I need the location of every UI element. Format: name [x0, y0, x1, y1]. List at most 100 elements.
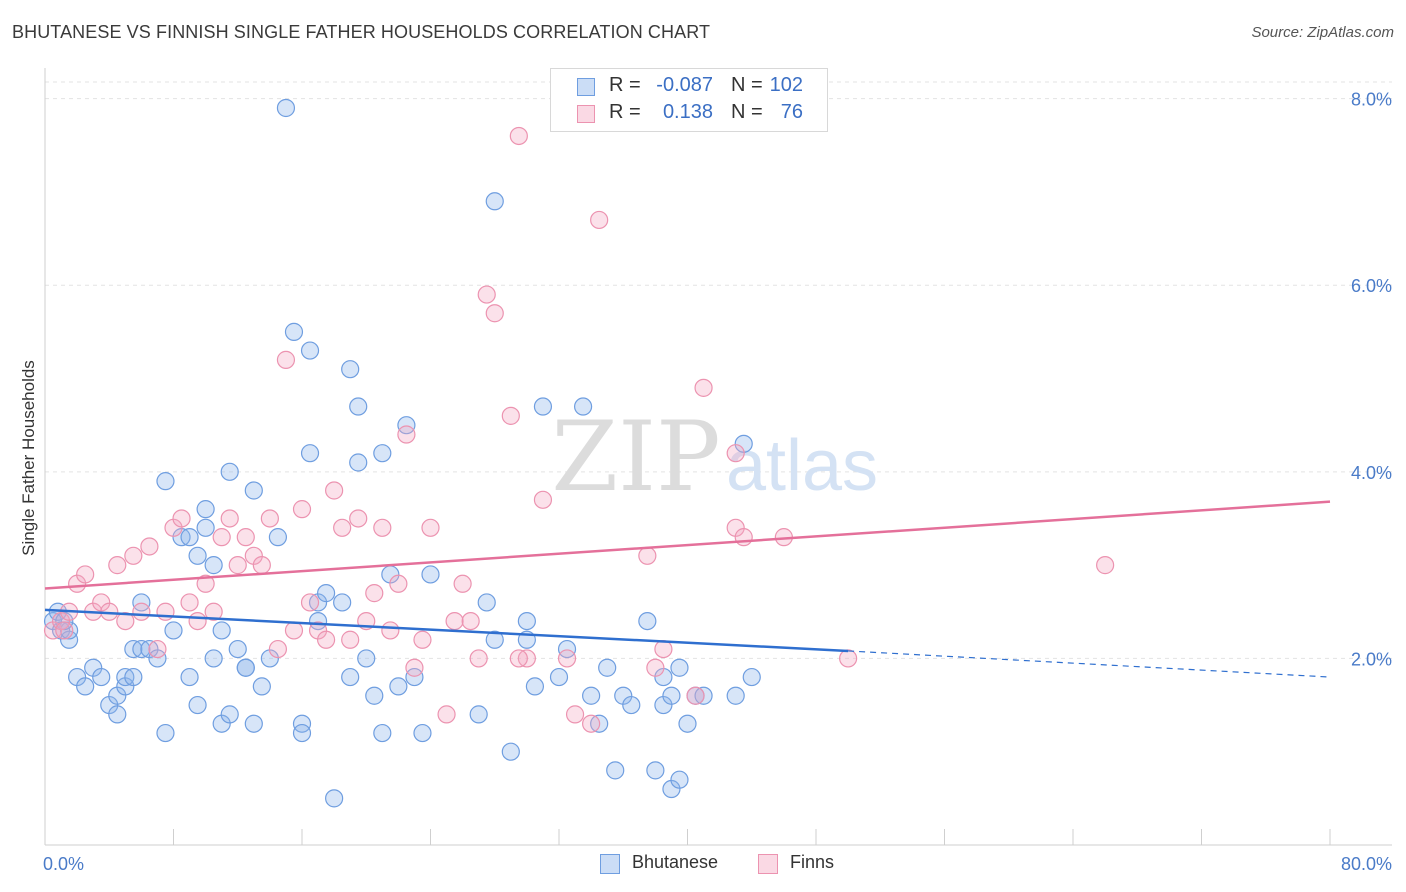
- finns-point: [557, 649, 577, 668]
- finns-point: [316, 630, 336, 649]
- bhutanese-point: [132, 593, 151, 612]
- x-tick-label: 80.0%: [1341, 854, 1392, 874]
- bhutanese-trend-line: [44, 608, 849, 653]
- r-value: 0.138: [662, 101, 713, 123]
- finns-point: [694, 378, 713, 397]
- bhutanese-point: [156, 723, 175, 743]
- n-label: N =: [731, 101, 763, 123]
- finns-point: [116, 611, 135, 631]
- bhutanese-point: [276, 98, 296, 118]
- bhutanese-point: [308, 611, 328, 631]
- bhutanese-point: [92, 667, 111, 687]
- trend-lines: [44, 500, 1331, 678]
- n-value: 76: [780, 101, 803, 123]
- legend-label-bhutanese: Bhutanese: [632, 852, 719, 872]
- finns-point: [389, 574, 408, 593]
- finns-point: [469, 649, 488, 668]
- y-tick-label: 4.0%: [1351, 463, 1392, 483]
- stats-row-finns: R = 0.138 N = 76: [551, 101, 827, 127]
- finns-point: [260, 509, 279, 528]
- bhutanese-point: [365, 686, 384, 705]
- bhutanese-point: [164, 621, 183, 640]
- finns-point: [445, 611, 464, 631]
- bhutanese-point: [316, 584, 336, 603]
- bhutanese-point: [300, 341, 320, 360]
- stats-legend: R = -0.087 N = 102 R = 0.138 N = 76: [550, 68, 828, 132]
- finns-point: [501, 406, 520, 425]
- bhutanese-point: [638, 611, 657, 631]
- bhutanese-point: [292, 714, 312, 733]
- bhutanese-point: [573, 397, 593, 416]
- bhutanese-point: [108, 705, 127, 724]
- finns-trend-line: [44, 500, 1331, 590]
- bhutanese-point: [357, 649, 376, 668]
- finns-point: [124, 546, 143, 565]
- bhutanese-point: [582, 686, 601, 705]
- finns-point: [437, 705, 456, 724]
- finns-point: [381, 621, 400, 640]
- finns-point: [734, 528, 753, 547]
- finns-point: [55, 621, 74, 640]
- finns-point: [453, 574, 472, 593]
- bhutanese-point: [670, 658, 689, 677]
- finns-swatch: [577, 105, 595, 123]
- bhutanese-point: [292, 723, 312, 743]
- gridlines: [45, 81, 1392, 659]
- finns-point: [590, 210, 609, 230]
- bhutanese-point: [244, 714, 263, 733]
- finns-point: [413, 630, 432, 649]
- bhutanese-point: [742, 667, 761, 687]
- bhutanese-point: [517, 611, 536, 631]
- bhutanese-point: [341, 667, 360, 687]
- finns-point: [204, 602, 223, 621]
- finns-point: [236, 528, 255, 547]
- bhutanese-point: [525, 677, 545, 696]
- r-label: R =: [609, 74, 641, 96]
- bhutanese-point: [469, 705, 488, 724]
- finns-legend-swatch: [758, 854, 778, 874]
- finns-point: [654, 639, 673, 659]
- finns-point: [108, 556, 127, 575]
- bhutanese-point: [606, 761, 625, 780]
- bhutanese-point: [228, 639, 247, 659]
- bhutanese-point: [389, 677, 408, 696]
- finns-point: [132, 602, 151, 621]
- bhutanese-point: [196, 518, 215, 537]
- stats-row-bhutanese: R = -0.087 N = 102: [551, 74, 827, 100]
- finns-point: [1096, 556, 1115, 575]
- chart-title: BHUTANESE VS FINNISH SINGLE FATHER HOUSE…: [12, 22, 711, 42]
- bhutanese-points: [43, 98, 761, 808]
- bhutanese-point: [662, 686, 681, 705]
- finns-point: [373, 518, 392, 537]
- x-tick-label: 0.0%: [43, 854, 84, 874]
- bhutanese-legend-swatch: [600, 854, 620, 874]
- bhutanese-point: [188, 695, 207, 715]
- bhutanese-point: [156, 472, 175, 491]
- bhutanese-point: [341, 360, 360, 379]
- finns-point: [421, 518, 440, 537]
- finns-point: [638, 546, 657, 565]
- bhutanese-point: [59, 630, 79, 649]
- bhutanese-point: [726, 686, 745, 705]
- bhutanese-point: [622, 695, 641, 715]
- finns-points: [43, 126, 1115, 733]
- bhutanese-point: [477, 593, 496, 612]
- finns-point: [365, 584, 384, 603]
- bhutanese-point: [325, 789, 344, 808]
- finns-point: [509, 649, 528, 668]
- bhutanese-point: [349, 397, 368, 416]
- finns-point: [397, 425, 416, 444]
- bhutanese-point: [333, 593, 352, 612]
- bhutanese-point: [670, 770, 689, 789]
- finns-point: [148, 639, 167, 659]
- finns-point: [252, 556, 271, 575]
- bhutanese-point: [124, 667, 143, 687]
- finns-point: [461, 611, 480, 631]
- finns-point: [156, 602, 175, 621]
- bhutanese-trend-extension: [848, 650, 1331, 678]
- finns-point: [212, 528, 231, 547]
- finns-point: [268, 639, 288, 659]
- bhutanese-point: [300, 444, 320, 463]
- finns-point: [220, 509, 239, 528]
